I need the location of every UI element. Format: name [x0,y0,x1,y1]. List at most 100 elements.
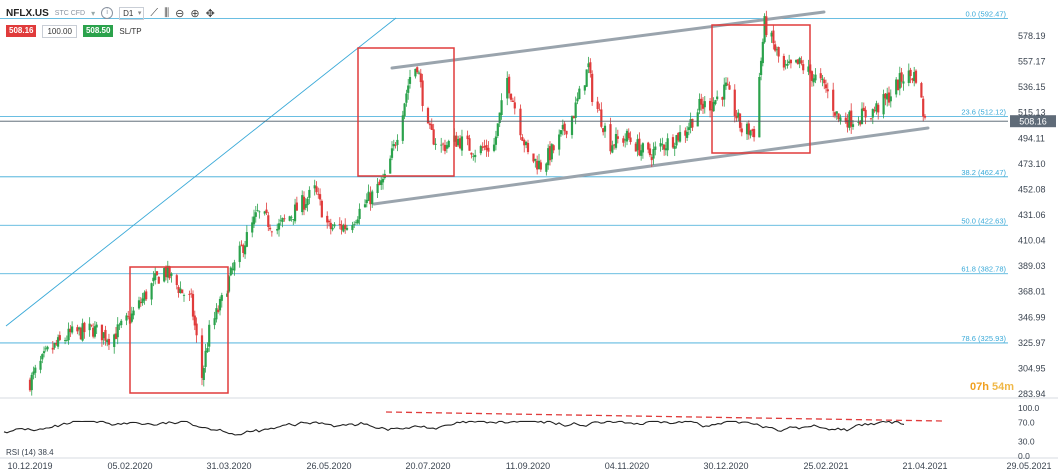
candle-body [545,163,548,172]
chevron-down-icon[interactable]: ▾ [91,8,96,18]
candle-body [345,227,349,230]
candle-body [458,138,462,149]
timeframe-select[interactable]: D1 [119,6,145,20]
crosshair-icon[interactable]: ✥ [205,7,215,20]
candle-body [611,145,614,153]
candle-body [708,100,712,111]
highlight-box [357,47,455,177]
candle-body [42,351,46,354]
sl-tp-button[interactable]: SL/TP [119,26,142,36]
zoom-out-icon[interactable]: ⊖ [175,7,185,20]
candle-body [913,72,916,82]
candle-body [624,139,627,141]
candle-body [251,222,254,233]
candle-body [550,144,553,160]
candle-body [539,162,542,170]
symbol-label[interactable]: NFLX.US [6,7,49,19]
candle-body [41,354,44,360]
candle-body [723,84,726,100]
candle-body [636,139,639,151]
sell-button[interactable]: 508.16 [6,25,37,37]
zoom-in-icon[interactable]: ⊕ [190,7,200,20]
candle-body [513,102,516,109]
candle-body [170,273,173,276]
candle-body [832,89,835,111]
candle-body [419,73,422,83]
volume-input[interactable]: 100.00 [42,24,77,38]
candle-body [326,215,329,223]
candle-body [256,209,259,211]
candle-body [833,112,837,116]
candle-body [317,193,320,195]
candle-body [900,72,903,82]
channel-lower-line [372,126,930,206]
candle-body [88,323,91,331]
candle-body [652,149,655,159]
candle-body [320,200,323,218]
line-tool-icon[interactable]: ⟋ [150,6,159,19]
candle-body [242,245,245,253]
candles-icon[interactable]: ⫼ [164,6,170,19]
candle-body [288,216,291,221]
candle-body [724,82,728,87]
candle-body [181,289,184,294]
candle-body [525,141,528,146]
candle-body [113,334,116,348]
candle-body [378,181,381,186]
candle-body [344,224,347,230]
candle-body [292,219,295,220]
candle-body [810,71,814,81]
candle-body [32,371,35,375]
candle-body [304,204,307,208]
candle-body [46,346,49,350]
candle-body [240,244,243,246]
buy-button[interactable]: 508.50 [82,25,114,37]
candle-body [407,85,410,93]
candle-body [914,70,918,83]
candle-body [190,293,193,295]
candle-body [468,138,471,151]
candle-body [217,309,220,312]
info-icon[interactable]: i [101,7,114,19]
candle-body [589,62,592,74]
candle-body [663,144,666,150]
candle-body [561,124,564,130]
candle-body [177,287,180,293]
candle-body [714,100,717,104]
candle-body [301,195,304,213]
candle-body [213,318,216,326]
candle-body [340,224,343,230]
candle-body [737,112,740,118]
price-tick-label: 325.97 [1018,338,1046,348]
candle-body [67,328,70,341]
rsi-tick-label: 30.0 [1018,437,1035,447]
candle-body [689,119,692,129]
candle-body [687,127,690,131]
candle-body [479,146,482,154]
candle-body [821,78,824,81]
candle-body [268,227,272,230]
candle-body [909,69,912,77]
candle-body [784,64,787,66]
candle-body [191,294,195,317]
candle-body [252,216,256,225]
candle-body [627,132,630,139]
instrument-type-label: STC CFD [54,9,86,17]
candle-body [116,324,119,338]
candle-body [155,271,159,275]
candle-body [293,204,297,222]
candle-body [426,108,430,124]
candle-body [559,130,563,135]
candle-body [578,88,581,100]
candle-body [243,245,247,255]
candle-body [609,124,612,152]
candle-body [195,323,198,336]
candle-body [396,139,399,146]
candle-body [585,69,588,87]
candle-body [34,367,37,373]
candle-body [150,283,153,300]
highlight-box [129,266,229,394]
candle-body [279,220,282,222]
